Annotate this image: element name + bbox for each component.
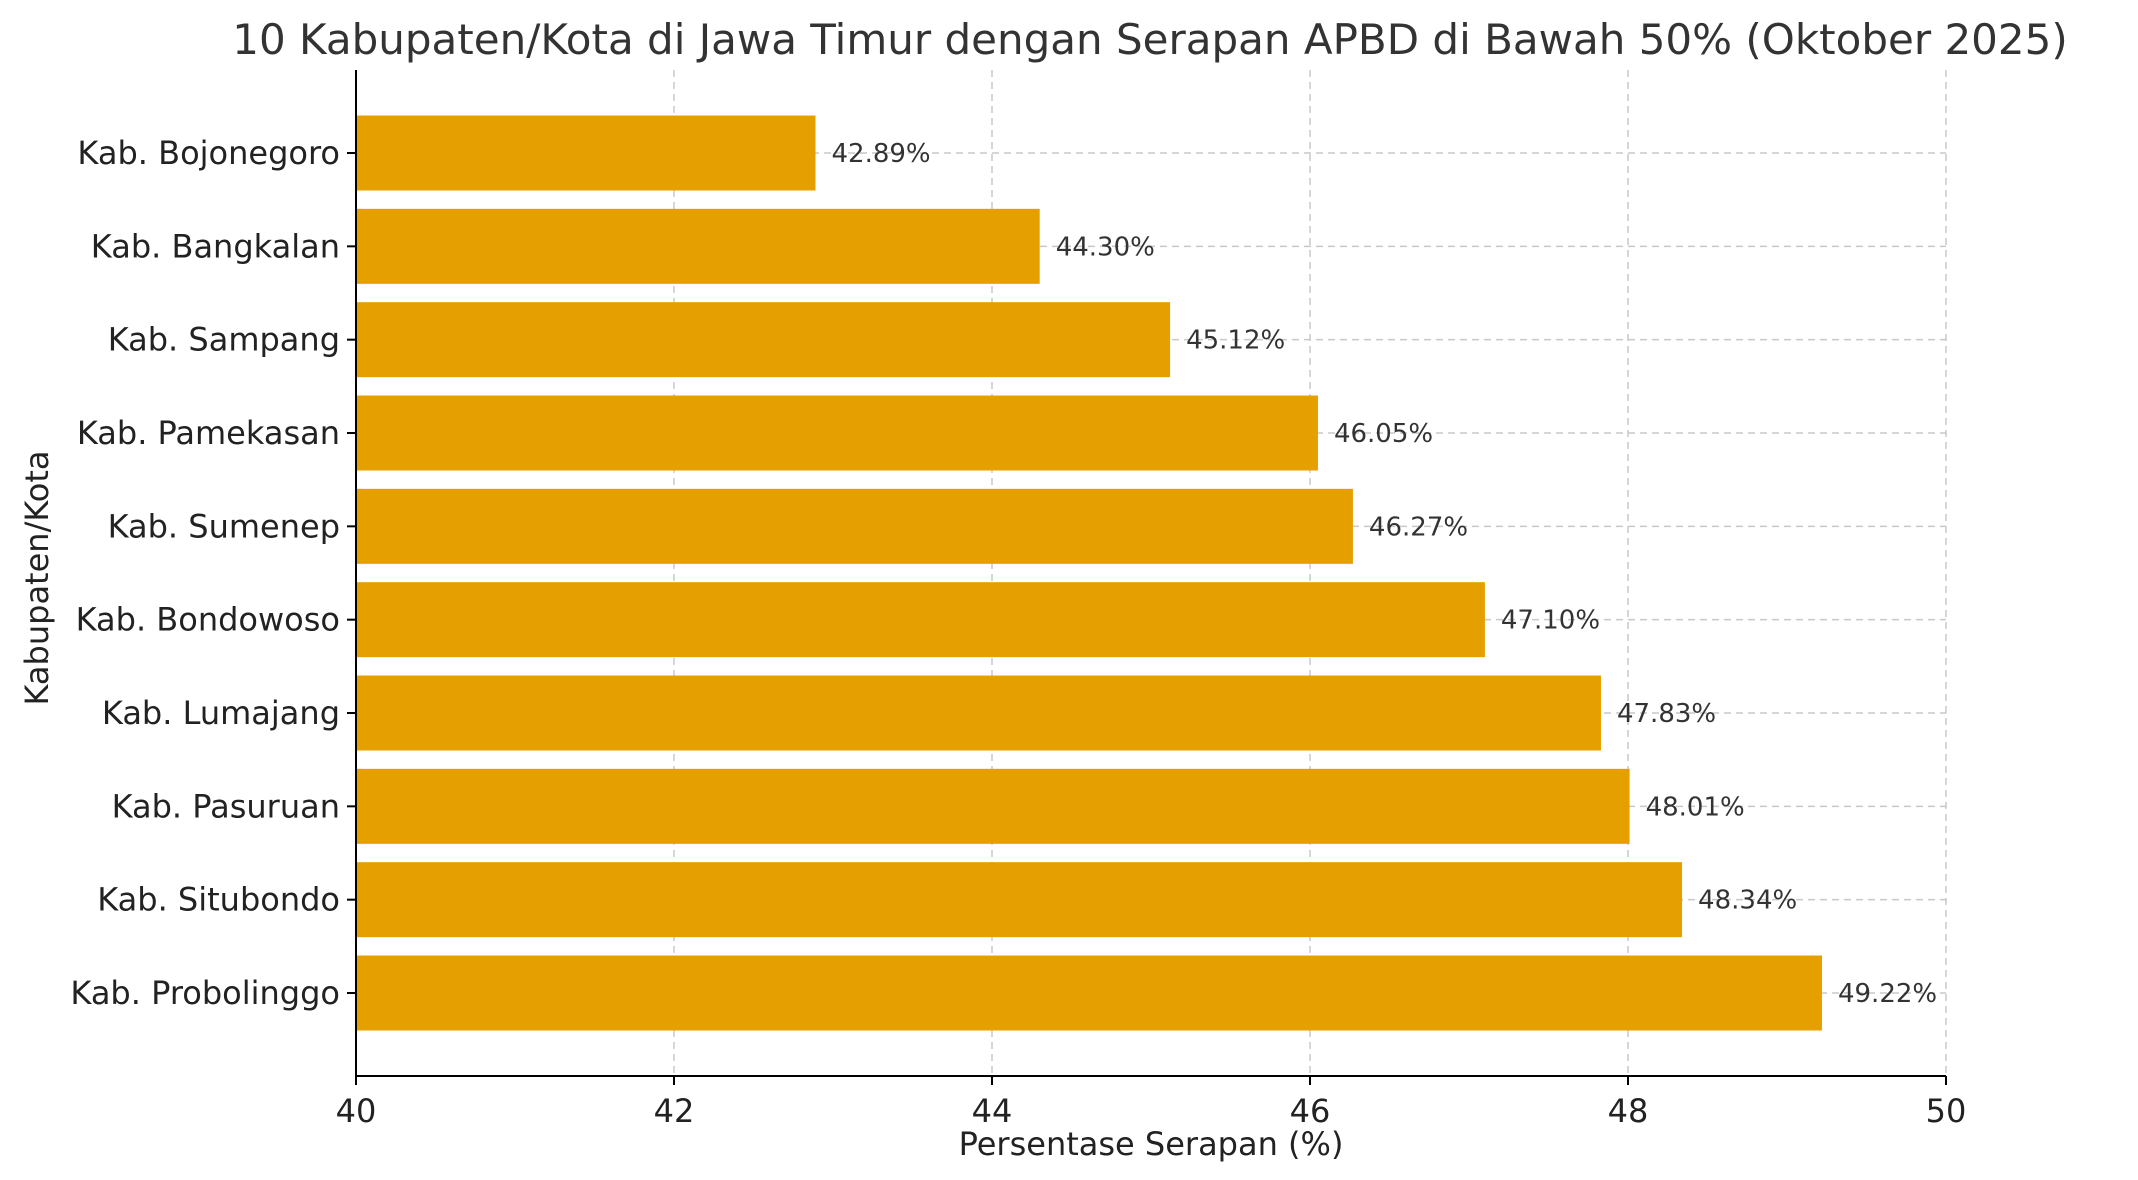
- data-label: 47.10%: [1501, 606, 1600, 636]
- ticks-layer: 40 42 44 46 48 50 Kab. Bojonegoro Kab. Bangkala…: [70, 134, 1966, 1130]
- data-label: 48.01%: [1646, 792, 1745, 822]
- y-tick-label: Kab. Situbondo: [97, 881, 340, 919]
- x-tick-label: 46: [1290, 1092, 1331, 1130]
- data-label: 46.27%: [1369, 512, 1468, 542]
- axes-layer: [355, 70, 1946, 1077]
- x-tick-label: 44: [972, 1092, 1013, 1130]
- x-tick-label: 40: [336, 1092, 377, 1130]
- bars-layer: [356, 115, 1822, 1031]
- y-tick-label: Kab. Sumenep: [108, 507, 340, 545]
- data-label: 47.83%: [1617, 699, 1716, 729]
- data-labels-layer: 42.89% 44.30% 45.12% 46.05% 46.27% 47.10% 47.8…: [832, 139, 1938, 1009]
- bar: [356, 488, 1353, 564]
- y-tick-label: Kab. Sampang: [108, 321, 340, 359]
- data-label: 45.12%: [1186, 326, 1285, 356]
- y-tick-label: Kab. Pamekasan: [77, 414, 340, 452]
- bar: [356, 955, 1822, 1031]
- bar: [356, 862, 1683, 938]
- x-tick-label: 48: [1608, 1092, 1649, 1130]
- bar: [356, 675, 1601, 751]
- y-tick-label: Kab. Lumajang: [102, 694, 340, 732]
- bar: [356, 768, 1630, 844]
- y-tick-label: Kab. Probolinggo: [70, 974, 340, 1012]
- bar: [356, 582, 1485, 658]
- bar: [356, 302, 1171, 378]
- data-label: 42.89%: [832, 139, 931, 169]
- x-tick-label: 50: [1926, 1092, 1967, 1130]
- chart-title: 10 Kabupaten/Kota di Jawa Timur dengan S…: [232, 15, 2067, 64]
- data-label: 49.22%: [1838, 979, 1937, 1009]
- y-tick-label: Kab. Bondowoso: [76, 601, 340, 639]
- y-tick-label: Kab. Bojonegoro: [77, 134, 340, 172]
- x-tick-label: 42: [654, 1092, 695, 1130]
- y-axis-label: Kabupaten/Kota: [18, 451, 56, 706]
- x-axis-label: Persentase Serapan (%): [959, 1125, 1344, 1163]
- bar: [356, 115, 816, 191]
- bar: [356, 395, 1318, 471]
- data-label: 48.34%: [1698, 886, 1797, 916]
- data-label: 46.05%: [1334, 419, 1433, 449]
- y-tick-label: Kab. Pasuruan: [112, 787, 340, 825]
- y-tick-label: Kab. Bangkalan: [91, 227, 340, 265]
- data-label: 44.30%: [1056, 232, 1155, 262]
- bar: [356, 208, 1040, 284]
